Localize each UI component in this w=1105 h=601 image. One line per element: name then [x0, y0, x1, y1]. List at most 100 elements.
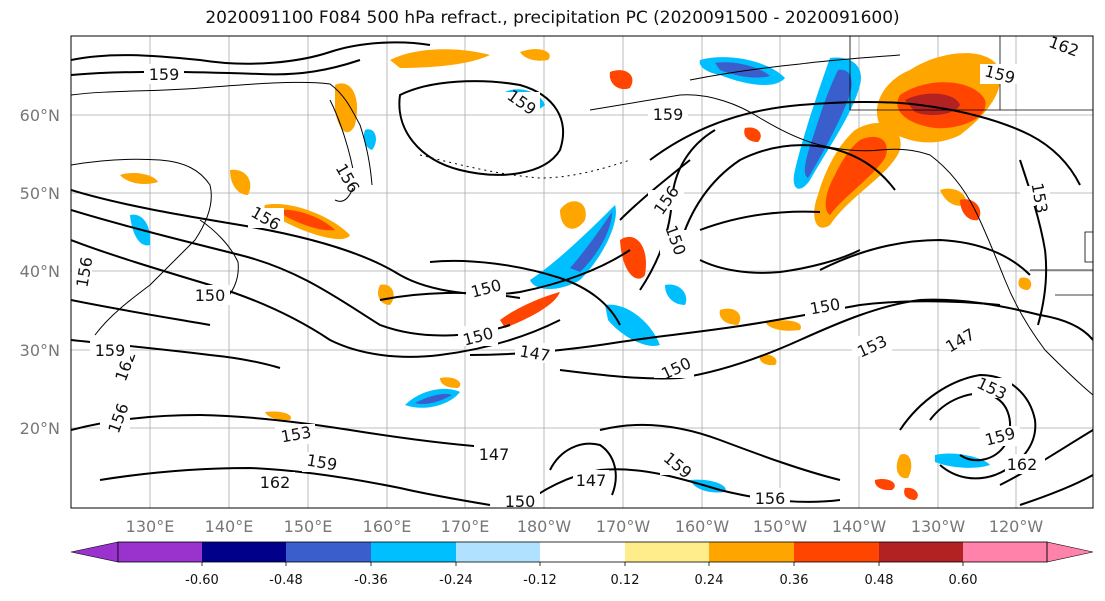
colorbar-tick-label: 0.24 — [695, 573, 724, 588]
contour-label: 150 — [190, 285, 230, 305]
positive-anomaly-patch — [280, 209, 335, 231]
coastline-arctic — [689, 54, 901, 81]
colorbar-tick-label: -0.12 — [523, 573, 557, 588]
coastline-asia — [71, 158, 212, 336]
negative-anomaly-patch — [530, 205, 616, 289]
positive-anomaly-patch — [230, 169, 251, 195]
positive-anomaly-patch — [265, 411, 291, 421]
svg-text:156: 156 — [755, 489, 786, 508]
positive-anomaly-patch — [940, 188, 966, 206]
lon-label: 130°E — [126, 517, 175, 536]
contour-label: 150 — [805, 294, 845, 319]
negative-anomaly-patch — [665, 284, 687, 305]
contour-label: 150 — [500, 492, 540, 511]
contour-label: 162 — [1045, 36, 1085, 61]
positive-anomaly-patch — [744, 127, 761, 142]
positive-anomaly-patch — [896, 454, 912, 479]
negative-anomaly-patch — [605, 304, 660, 346]
contour-label: 150 — [458, 323, 498, 350]
colorbar-swatch — [540, 542, 625, 562]
longitude-labels: 130°E 140°E 150°E 160°E 170°E 180°W 170°… — [126, 517, 1044, 536]
contour-label: 159 — [980, 61, 1020, 88]
contour-label: 153 — [852, 331, 892, 362]
map-title: 2020091100 F084 500 hPa refract., precip… — [205, 8, 900, 28]
colorbar-tick-label: 0.12 — [611, 573, 640, 588]
positive-anomaly-patch — [335, 83, 358, 133]
lat-label: 60°N — [20, 106, 60, 125]
colorbar-swatch — [371, 542, 456, 562]
colorbar-tick-label: -0.36 — [354, 573, 388, 588]
refractivity-contours — [71, 41, 1093, 508]
svg-text:162: 162 — [260, 473, 291, 492]
colorbar-swatch — [456, 542, 540, 562]
contour-label: 156 — [100, 401, 133, 436]
lat-label: 40°N — [20, 262, 60, 281]
svg-text:159: 159 — [95, 341, 126, 360]
contour-label: 159 — [90, 340, 130, 360]
positive-anomaly-patch — [874, 479, 895, 491]
positive-anomaly-patch — [560, 201, 586, 229]
positive-anomaly-patch — [120, 172, 158, 184]
contour-label: 156 — [750, 488, 790, 508]
positive-anomaly-patch — [960, 199, 981, 221]
positive-anomaly-patch — [440, 377, 461, 388]
lon-label: 170°E — [441, 517, 490, 536]
lon-label: 140°E — [205, 517, 254, 536]
colorbar-swatch — [625, 542, 709, 562]
contour-label: 162 — [255, 472, 295, 492]
positive-anomaly-patch — [904, 487, 918, 500]
lon-label: 150°E — [284, 517, 333, 536]
lon-label: 130°W — [911, 517, 966, 536]
negative-anomaly-patch — [935, 453, 990, 468]
contour-label-group: 159 159 159 156 156 156 153 150 150 150 … — [72, 36, 1085, 511]
contour-label: 147 — [573, 470, 609, 490]
lon-label: 160°W — [675, 517, 730, 536]
svg-text:150: 150 — [505, 492, 536, 511]
contour-label: 150 — [466, 275, 506, 302]
svg-text:159: 159 — [653, 105, 684, 124]
colorbar-extend-high — [1046, 541, 1094, 563]
contour-label: 162 — [1005, 454, 1045, 474]
colorbar-swatch — [202, 542, 286, 562]
colorbar-extend-low — [70, 541, 119, 563]
lon-label: 120°W — [989, 517, 1044, 536]
lon-label: 160°E — [363, 517, 412, 536]
positive-anomaly-patch — [719, 308, 741, 325]
positive-anomaly-patch — [825, 136, 887, 215]
colorbar-swatch — [879, 542, 963, 562]
lat-label: 50°N — [20, 184, 60, 203]
colorbar-tick-label: -0.48 — [269, 573, 303, 588]
colorbar-tick-label: 0.36 — [780, 573, 809, 588]
positive-anomaly-patch — [765, 320, 801, 331]
svg-text:159: 159 — [149, 65, 180, 84]
positive-anomaly-patch — [390, 49, 490, 68]
colorbar-swatch — [286, 542, 371, 562]
latitude-labels: 60°N 50°N 40°N 30°N 20°N — [20, 106, 60, 438]
contour-label: 153 — [275, 422, 315, 447]
map-frame — [70, 35, 1094, 509]
lat-label: 30°N — [20, 341, 60, 360]
colorbar-swatch — [963, 542, 1047, 562]
colorbar: -0.60 -0.48 -0.36 -0.24 -0.12 0.12 0.24 … — [70, 541, 1094, 588]
negative-anomaly-patch — [804, 69, 852, 178]
lon-label: 180°W — [517, 517, 572, 536]
contour-label: 156 — [72, 255, 97, 294]
lon-label: 140°W — [832, 517, 887, 536]
colorbar-tick-label: 0.60 — [949, 573, 978, 588]
negative-anomaly-patch — [363, 129, 376, 150]
coastline-alaska — [589, 94, 931, 156]
contour-label: 159 — [144, 64, 184, 84]
negative-anomaly-patch — [415, 393, 452, 405]
colorbar-tick-label: -0.60 — [185, 573, 219, 588]
negative-anomaly-patch — [715, 62, 770, 78]
colorbar-swatch — [118, 542, 202, 562]
svg-text:162: 162 — [1007, 455, 1038, 474]
positive-anomaly-patch — [620, 236, 646, 279]
lat-label: 20°N — [20, 419, 60, 438]
contour-label: 147 — [474, 444, 514, 464]
lon-label: 150°W — [753, 517, 808, 536]
svg-text:147: 147 — [479, 445, 510, 464]
contour-label: 153 — [972, 373, 1012, 404]
positive-anomaly-patch — [500, 292, 560, 328]
